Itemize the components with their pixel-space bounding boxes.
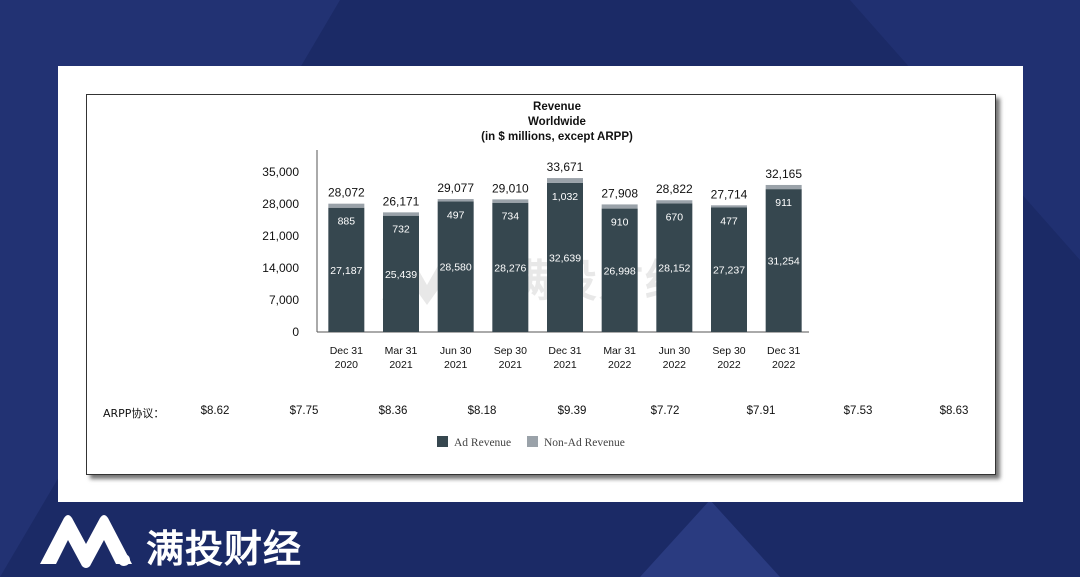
bar-non-ad-revenue (601, 204, 638, 209)
chart-subtitle: Worldwide (528, 116, 586, 128)
x-tick-label-year: 2022 (663, 359, 687, 371)
chart-subtitle-units: (in $ millions, except ARPP) (481, 131, 633, 143)
x-tick-label-year: 2022 (717, 359, 741, 371)
data-label-ad-revenue: 26,998 (604, 265, 636, 277)
x-tick-label-year: 2021 (553, 359, 577, 371)
x-tick-label: Sep 30 (712, 345, 745, 357)
background-shape-triangle (640, 500, 780, 577)
data-label-ad-revenue: 28,276 (494, 262, 526, 274)
m-logo-icon (40, 515, 132, 568)
data-label-ad-revenue: 31,254 (768, 256, 800, 268)
data-label-ad-revenue: 32,639 (549, 252, 581, 264)
legend-item-ad-revenue: Ad Revenue (437, 436, 511, 449)
arpp-value: $7.91 (746, 405, 776, 417)
brand: 满投财经 (38, 512, 301, 571)
y-tick-label: 35,000 (262, 165, 299, 179)
data-label-total: 32,165 (765, 167, 802, 181)
chart-title-block: Revenue Worldwide (in $ millions, except… (447, 100, 667, 145)
chart-frame: Revenue Worldwide (in $ millions, except… (86, 94, 996, 475)
bar-non-ad-revenue (765, 184, 802, 190)
arpp-value: $7.72 (650, 405, 680, 417)
x-tick-label: Dec 31 (548, 345, 581, 357)
bar-ad-revenue (711, 207, 747, 332)
x-tick-label: Mar 31 (385, 345, 418, 357)
bar-ad-revenue (328, 207, 365, 332)
data-label-non-ad-revenue: 1,032 (552, 191, 578, 203)
y-tick-label: 7,000 (269, 293, 299, 307)
chart-title: Revenue (533, 101, 581, 113)
data-label-non-ad-revenue: 911 (775, 197, 792, 209)
bar-ad-revenue (437, 201, 474, 332)
legend-swatch-non-ad-revenue (527, 436, 538, 447)
chart-card: Revenue Worldwide (in $ millions, except… (58, 66, 1023, 502)
x-tick-label-year: 2022 (772, 359, 796, 371)
bar-non-ad-revenue (492, 199, 529, 203)
legend-label-ad-revenue: Ad Revenue (454, 437, 512, 449)
arpp-label: ARPP协议： (103, 407, 165, 420)
data-label-non-ad-revenue: 910 (611, 217, 629, 229)
x-tick-label: Jun 30 (659, 345, 691, 357)
data-label-total: 29,010 (492, 181, 529, 195)
data-label-non-ad-revenue: 734 (502, 211, 520, 223)
arpp-value: $7.75 (289, 405, 319, 417)
arpp-value: $9.39 (557, 405, 587, 417)
data-label-total: 26,171 (383, 194, 420, 208)
x-tick-label: Sep 30 (494, 345, 527, 357)
data-label-non-ad-revenue: 670 (666, 211, 684, 223)
y-tick-label: 28,000 (262, 197, 299, 211)
data-label-total: 28,822 (656, 182, 693, 196)
arpp-row: ARPP协议： $8.62 $7.75 $8.36 $8.18 $9.39 $7… (87, 401, 995, 421)
y-tick-label: 14,000 (262, 261, 299, 275)
x-tick-label: Dec 31 (330, 345, 363, 357)
x-tick-label-year: 2020 (335, 359, 359, 371)
bar-non-ad-revenue (547, 178, 583, 183)
arpp-value: $8.36 (378, 405, 408, 417)
data-label-ad-revenue: 28,580 (440, 262, 472, 274)
bar-non-ad-revenue (711, 205, 747, 208)
bar-non-ad-revenue (437, 199, 474, 202)
bar-ad-revenue (547, 182, 583, 332)
x-tick-label: Dec 31 (767, 345, 800, 357)
brand-name: 满投财经 (146, 527, 303, 571)
data-label-total: 28,072 (328, 186, 365, 200)
revenue-bar-chart: 0 7,000 14,000 21,000 28,000 35,000 27,187 885 2… (262, 150, 809, 371)
bar-non-ad-revenue (328, 203, 365, 208)
data-label-non-ad-revenue: 497 (447, 209, 465, 221)
legend-label-non-ad-revenue: Non-Ad Revenue (544, 437, 625, 449)
data-label-ad-revenue: 27,237 (713, 265, 745, 277)
data-label-non-ad-revenue: 732 (392, 224, 410, 236)
arpp-value: $7.53 (843, 405, 873, 417)
data-label-total: 27,908 (601, 186, 638, 200)
data-label-ad-revenue: 25,439 (385, 269, 417, 281)
bar-ad-revenue (492, 202, 529, 332)
arpp-value: $8.62 (200, 405, 230, 417)
arpp-value: $8.63 (939, 405, 969, 417)
x-tick-label: Jun 30 (440, 345, 472, 357)
legend-item-non-ad-revenue: Non-Ad Revenue (527, 436, 625, 449)
x-tick-label: Mar 31 (603, 345, 636, 357)
data-label-non-ad-revenue: 477 (720, 215, 738, 227)
x-tick-label-year: 2022 (608, 359, 632, 371)
y-tick-label: 0 (292, 325, 299, 339)
bar-non-ad-revenue (383, 212, 419, 216)
data-label-ad-revenue: 28,152 (658, 263, 690, 275)
data-label-total: 29,077 (437, 181, 474, 195)
x-tick-label-year: 2021 (444, 359, 468, 371)
data-label-non-ad-revenue: 885 (338, 216, 356, 228)
bar-non-ad-revenue (656, 200, 693, 204)
arpp-value: $8.18 (467, 405, 497, 417)
data-label-ad-revenue: 27,187 (330, 265, 362, 277)
data-label-total: 33,671 (547, 160, 584, 174)
bar-ad-revenue (765, 189, 802, 332)
bar-ad-revenue (601, 208, 638, 332)
bar-ad-revenue (383, 215, 419, 332)
x-tick-label-year: 2021 (389, 359, 413, 371)
y-tick-label: 21,000 (262, 229, 299, 243)
data-label-total: 27,714 (711, 187, 748, 201)
bar-ad-revenue (656, 203, 693, 332)
legend-swatch-ad-revenue (437, 436, 448, 447)
x-tick-label-year: 2021 (499, 359, 523, 371)
